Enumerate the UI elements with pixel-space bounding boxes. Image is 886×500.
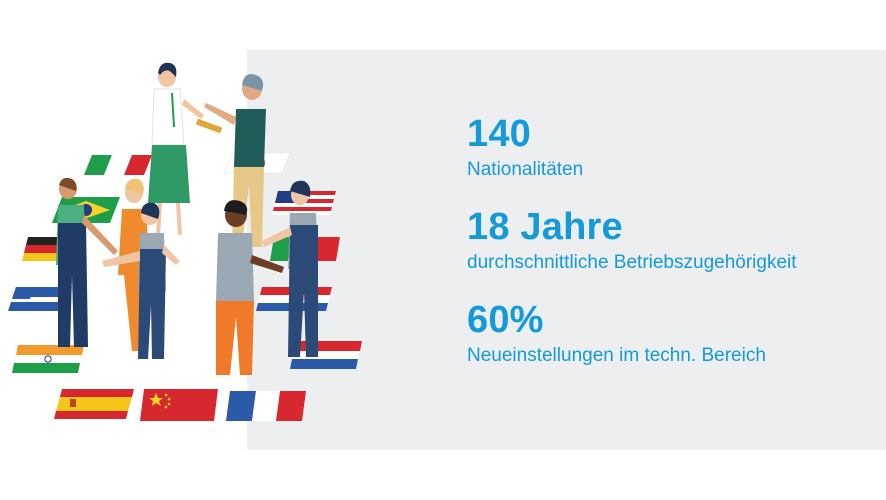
- person-man-teal-shirt: [195, 74, 266, 247]
- greece-flag-icon: [8, 287, 72, 311]
- stat-new-hires: 60% Neueinstellungen im techn. Bereich: [467, 298, 877, 368]
- person-man-overalls: [56, 177, 118, 347]
- stat-label: durchschnittliche Betriebszugehörigkeit: [467, 252, 797, 273]
- india-flag-icon: [12, 345, 84, 373]
- diverse-team-illustration: [8, 62, 362, 421]
- italy-flag-icon: [84, 155, 152, 175]
- stat-label: Nationalitäten: [467, 159, 584, 180]
- stat-label: Neueinstellungen im techn. Bereich: [467, 345, 766, 366]
- stats-list: 140 Nationalitäten 18 Jahre durchschnitt…: [467, 112, 877, 391]
- stat-nationalities: 140 Nationalitäten: [467, 112, 877, 182]
- person-woman-green-skirt: [148, 62, 204, 236]
- person-man-orange-trousers: [216, 200, 284, 375]
- netherlands-flag-icon: [290, 341, 362, 369]
- person-woman-dungarees: [102, 202, 180, 359]
- people-group: [56, 62, 318, 375]
- person-woman-navy-overalls: [262, 180, 318, 357]
- china-flag-icon: [140, 389, 218, 421]
- stats-panel: [247, 50, 886, 450]
- stat-value: 60%: [467, 299, 544, 341]
- spain-flag-icon: [54, 389, 134, 419]
- stat-value: 140: [467, 113, 532, 155]
- stat-value: 18 Jahre: [467, 206, 623, 248]
- stat-tenure: 18 Jahre durchschnittliche Betriebszugeh…: [467, 205, 877, 275]
- france-flag-icon: [226, 391, 306, 421]
